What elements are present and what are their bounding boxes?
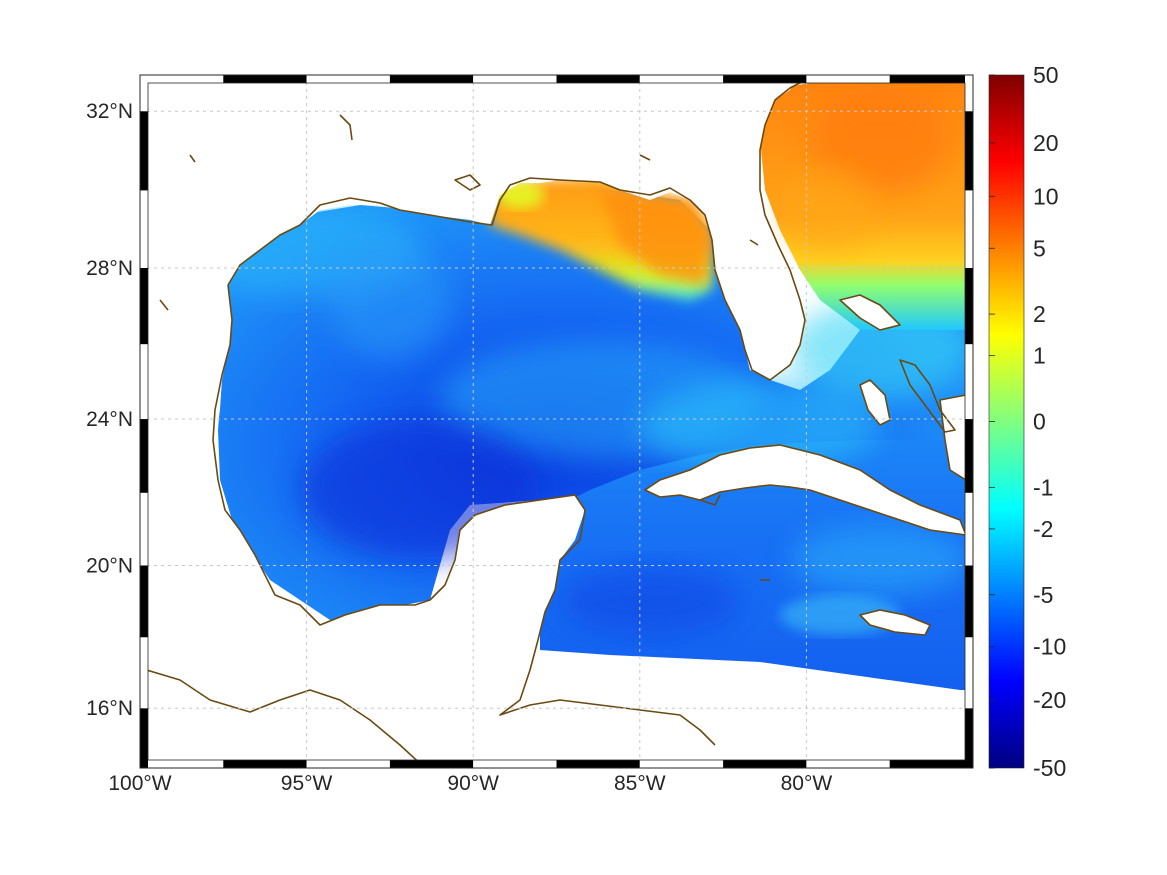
lat-tick-label: 20°N xyxy=(86,554,133,577)
colorbar-tick-label: -1 xyxy=(1033,474,1053,500)
colorbar-tick-label: -50 xyxy=(1033,755,1066,781)
frame-seg-right xyxy=(965,708,973,768)
colorbar-tick-label: -10 xyxy=(1033,634,1066,660)
frame-seg-bottom xyxy=(306,760,390,768)
frame-outline xyxy=(139,74,974,769)
frame-seg-left xyxy=(140,267,148,345)
lat-tick-label: 16°N xyxy=(86,697,133,720)
coastlines xyxy=(140,75,967,768)
frame-seg-top xyxy=(639,75,724,83)
lon-tick-label: 90°W xyxy=(447,772,499,795)
frame-seg-top xyxy=(223,75,307,83)
frame-seg-left xyxy=(140,419,148,493)
frame-seg-right xyxy=(965,344,973,420)
coast-isle-of-youth xyxy=(699,494,721,506)
frame-seg-bottom xyxy=(639,760,724,768)
colorbar-tick-label: 5 xyxy=(1033,235,1046,261)
frame-seg-left xyxy=(140,111,148,191)
lon-tick-label: 95°W xyxy=(281,772,333,795)
frame-seg-top xyxy=(806,75,890,83)
frame-seg-top xyxy=(306,75,390,83)
coast-bahamas-andros xyxy=(859,379,891,426)
colorbar-tick-label: -5 xyxy=(1033,582,1053,608)
coast-cuba xyxy=(644,444,967,536)
frame-seg-bottom xyxy=(806,760,890,768)
coast-hispaniola xyxy=(939,394,967,481)
frame-seg-left xyxy=(140,344,148,420)
coast-central-america xyxy=(140,667,426,768)
frame-seg-top xyxy=(556,75,640,83)
coast-bahamas-north xyxy=(839,294,901,331)
frame-seg-left xyxy=(140,75,148,112)
frame-seg-bottom xyxy=(723,760,807,768)
frame-seg-left xyxy=(140,492,148,566)
frame-inner-outline xyxy=(147,82,966,761)
frame-seg-left xyxy=(140,565,148,638)
frame-seg-right xyxy=(965,637,973,709)
lon-tick-labels: 100°W 95°W 90°W 85°W 80°W xyxy=(108,772,832,795)
lon-tick-label: 80°W xyxy=(781,772,833,795)
colorbar-tick-label: -2 xyxy=(1033,516,1053,542)
colorbar-tick-label: -20 xyxy=(1033,687,1066,713)
frame-seg-right xyxy=(965,565,973,638)
lon-tick-label: 100°W xyxy=(108,772,171,795)
frame-seg-bottom xyxy=(223,760,307,768)
frame-seg-right xyxy=(965,111,973,191)
frame-seg-top xyxy=(889,75,973,83)
frame-seg-top xyxy=(140,75,224,83)
colorbar-tick-label: 50 xyxy=(1033,62,1059,88)
frame-seg-left xyxy=(140,190,148,268)
lat-tick-label: 32°N xyxy=(86,100,133,123)
frame-seg-bottom xyxy=(889,760,973,768)
frame-seg-right xyxy=(965,75,973,112)
coast-isles-2 xyxy=(189,154,196,163)
frame-seg-bottom xyxy=(473,760,557,768)
gridlines xyxy=(140,75,973,768)
frame-seg-top xyxy=(473,75,557,83)
coast-isles-4 xyxy=(639,154,651,161)
map-frame xyxy=(139,74,974,769)
coast-isles-1 xyxy=(339,114,353,141)
frame-seg-top xyxy=(389,75,474,83)
frame-seg-right xyxy=(965,419,973,493)
lat-tick-label: 28°N xyxy=(86,257,133,280)
colorbar-tick-label: 1 xyxy=(1033,343,1046,369)
frame-seg-bottom xyxy=(140,760,224,768)
colorbar-tick-label: 2 xyxy=(1033,301,1046,327)
frame-seg-right xyxy=(965,492,973,566)
frame-seg-bottom xyxy=(556,760,640,768)
colorbar-tick-label: 0 xyxy=(1033,409,1046,435)
coast-bahamas-east xyxy=(899,359,956,433)
frame-seg-left xyxy=(140,637,148,709)
coast-jamaica xyxy=(859,609,931,636)
frame-seg-right xyxy=(965,190,973,268)
coast-us-gulf xyxy=(227,75,816,381)
lat-tick-label: 24°N xyxy=(86,408,133,431)
coast-isles-5 xyxy=(749,239,759,246)
frame-seg-right xyxy=(965,267,973,345)
coast-isles-6 xyxy=(159,299,169,311)
frame-seg-bottom xyxy=(389,760,474,768)
colorbar-tick-label: 20 xyxy=(1033,130,1059,156)
lat-tick-labels: 32°N 28°N 24°N 20°N 16°N xyxy=(86,100,133,720)
colorbar-tick-label: 10 xyxy=(1033,183,1059,209)
lon-tick-label: 85°W xyxy=(614,772,666,795)
frame-seg-top xyxy=(723,75,807,83)
coast-mexico xyxy=(212,284,716,746)
land-masks xyxy=(140,75,966,768)
coast-isles-3 xyxy=(454,174,481,191)
frame-seg-left xyxy=(140,708,148,768)
